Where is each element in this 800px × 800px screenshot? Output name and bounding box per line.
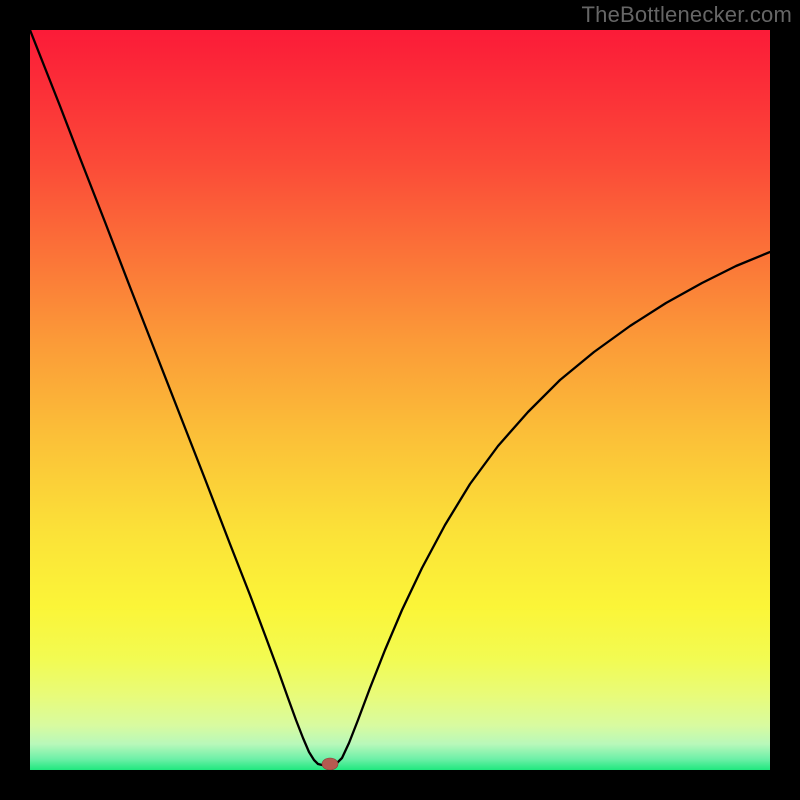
watermark-text: TheBottlenecker.com — [582, 2, 792, 28]
gradient-background — [30, 30, 770, 770]
chart-frame: TheBottlenecker.com — [0, 0, 800, 800]
bottleneck-curve-chart — [30, 30, 770, 770]
plot-area — [30, 30, 770, 770]
optimal-point-marker — [322, 758, 338, 770]
